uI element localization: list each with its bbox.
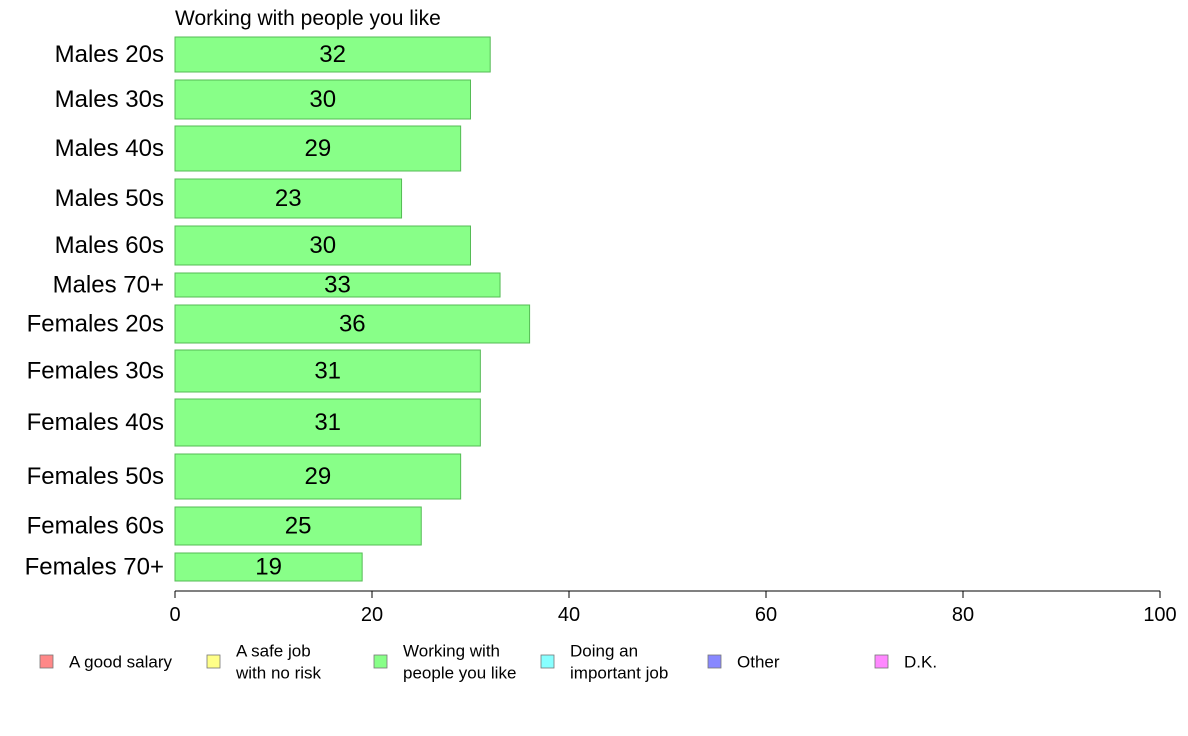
value-label: 30 <box>309 232 336 259</box>
category-label: Females 70+ <box>25 554 164 581</box>
bars-group: Males 20s 32 Males 30s 30 Males 40s 29 Males 5… <box>25 36 531 582</box>
bar <box>174 552 363 582</box>
legend-item: A good salary <box>39 653 173 672</box>
chart-title: Working with people you like <box>175 7 441 30</box>
category-label: Females 50s <box>27 463 164 490</box>
category-label: Females 60s <box>27 513 164 540</box>
legend-label: with no risk <box>235 664 322 683</box>
x-tick-label: 60 <box>755 604 777 626</box>
legend-label: important job <box>570 664 668 683</box>
legend-swatch <box>707 654 722 669</box>
category-label: Males 70+ <box>53 272 164 299</box>
bar <box>174 349 481 393</box>
x-axis: 0 20 40 60 80 100 <box>169 590 1177 626</box>
legend-swatch <box>39 654 54 669</box>
bar <box>174 36 491 73</box>
category-label: Males 20s <box>55 41 164 68</box>
category-label: Males 30s <box>55 86 164 113</box>
bar <box>174 506 422 546</box>
value-label: 31 <box>314 358 341 385</box>
bar <box>174 272 501 298</box>
legend-label: Working with <box>403 642 500 661</box>
value-label: 30 <box>309 86 336 113</box>
legend-swatch <box>874 654 889 669</box>
category-label: Females 30s <box>27 358 164 385</box>
legend-item: D.K. <box>874 653 937 672</box>
legend-swatch <box>373 654 388 669</box>
value-label: 33 <box>324 272 351 299</box>
x-tick-label: 20 <box>361 604 383 626</box>
value-label: 23 <box>275 185 302 212</box>
bar <box>174 225 471 266</box>
category-label: Males 50s <box>55 185 164 212</box>
value-label: 36 <box>339 311 366 338</box>
legend-label: A good salary <box>69 653 173 672</box>
value-label: 25 <box>285 513 312 540</box>
x-tick-label: 80 <box>952 604 974 626</box>
legend-label: people you like <box>403 664 516 683</box>
bar <box>174 125 462 172</box>
bar <box>174 79 471 120</box>
legend-item: A safe job with no risk <box>206 642 322 683</box>
legend-item: Working with people you like <box>373 642 516 683</box>
value-label: 29 <box>304 135 331 162</box>
value-label: 31 <box>314 409 341 436</box>
x-tick-label: 100 <box>1143 604 1176 626</box>
legend-label: Other <box>737 653 780 672</box>
x-tick-label: 40 <box>558 604 580 626</box>
legend-label: Doing an <box>570 642 638 661</box>
value-label: 19 <box>255 554 282 581</box>
legend-swatch <box>540 654 555 669</box>
value-label: 29 <box>304 463 331 490</box>
category-label: Females 40s <box>27 409 164 436</box>
legend-item: Other <box>707 653 780 672</box>
x-tick-label: 0 <box>169 604 180 626</box>
legend-label: A safe job <box>236 642 311 661</box>
legend-label: D.K. <box>904 653 937 672</box>
legend-swatch <box>206 654 221 669</box>
category-label: Females 20s <box>27 311 164 338</box>
value-label: 32 <box>319 41 346 68</box>
legend-item: Doing an important job <box>540 642 668 683</box>
bar <box>174 398 481 447</box>
bar <box>174 304 531 344</box>
legend: A good salary A safe job with no risk Worki… <box>39 642 937 683</box>
category-label: Males 60s <box>55 232 164 259</box>
bar <box>174 453 462 500</box>
bar <box>174 178 403 219</box>
category-label: Males 40s <box>55 135 164 162</box>
